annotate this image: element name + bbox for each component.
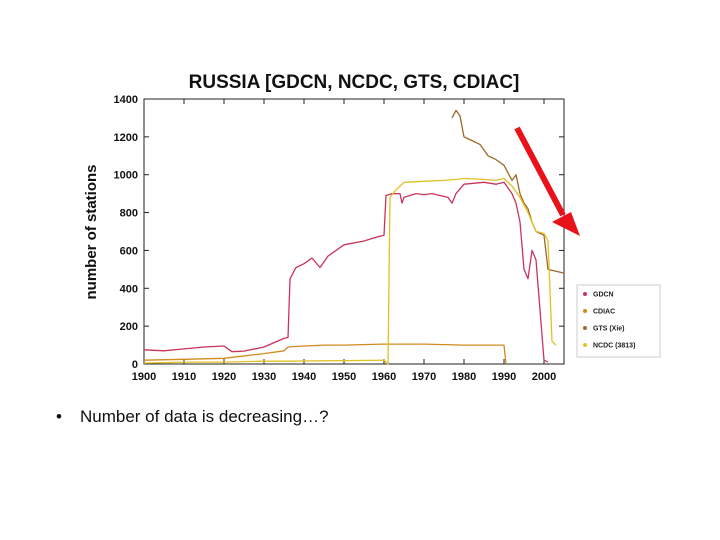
annotation-arrow bbox=[514, 126, 580, 236]
legend-marker bbox=[583, 343, 587, 347]
y-tick-label: 1400 bbox=[114, 94, 138, 106]
legend-label: CDIAC bbox=[593, 309, 615, 316]
x-tick-label: 1960 bbox=[372, 371, 396, 383]
series-line-cdiac bbox=[143, 343, 507, 365]
plot-frame bbox=[143, 98, 565, 365]
x-tick-label: 1950 bbox=[332, 371, 356, 383]
x-tick-label: 2000 bbox=[532, 371, 556, 383]
legend-marker bbox=[583, 326, 587, 330]
legend-label: GDCN bbox=[593, 292, 614, 299]
series-line-ncdc-3813 bbox=[143, 177, 557, 365]
chart-title: RUSSIA [GDCN, NCDC, GTS, CDIAC] bbox=[189, 72, 520, 93]
y-axis: 0 200 400 600 800 1000 1200 1400 bbox=[114, 94, 564, 371]
x-tick-label: 1930 bbox=[252, 371, 276, 383]
y-tick-label: 600 bbox=[120, 245, 138, 257]
x-tick-label: 1970 bbox=[412, 371, 436, 383]
legend-box bbox=[576, 284, 661, 358]
y-tick-label: 400 bbox=[120, 283, 138, 295]
x-tick-label: 1900 bbox=[132, 371, 156, 383]
legend-label: GTS (Xie) bbox=[593, 326, 625, 333]
bullet-item: • Number of data is decreasing…? bbox=[56, 407, 329, 427]
legend-marker bbox=[583, 292, 587, 296]
x-tick-label: 1990 bbox=[492, 371, 516, 383]
x-tick-label: 1980 bbox=[452, 371, 476, 383]
legend-marker bbox=[583, 309, 587, 313]
y-axis-label: number of stations bbox=[83, 164, 100, 299]
y-tick-label: 0 bbox=[132, 359, 138, 371]
y-tick-label: 1000 bbox=[114, 170, 138, 182]
series-line-gts-xie bbox=[451, 109, 565, 274]
legend-label: NCDC (3813) bbox=[593, 343, 635, 350]
arrow-head bbox=[552, 212, 580, 236]
series-layer bbox=[143, 109, 565, 365]
bullet-symbol: • bbox=[56, 407, 62, 426]
x-axis: 1900 1910 1920 1930 1940 1950 1960 1970 1980 1990… bbox=[132, 99, 556, 383]
y-tick-label: 200 bbox=[120, 321, 138, 333]
legend: GDCN CDIAC GTS (Xie) NCDC (3813) bbox=[576, 284, 661, 358]
bullet-text: Number of data is decreasing…? bbox=[80, 407, 329, 426]
arrow-shaft bbox=[514, 126, 566, 217]
x-tick-label: 1920 bbox=[212, 371, 236, 383]
x-tick-label: 1910 bbox=[172, 371, 196, 383]
y-tick-label: 1200 bbox=[114, 132, 138, 144]
x-tick-label: 1940 bbox=[292, 371, 316, 383]
y-tick-label: 800 bbox=[120, 208, 138, 220]
series-line-gdcn bbox=[143, 181, 549, 363]
